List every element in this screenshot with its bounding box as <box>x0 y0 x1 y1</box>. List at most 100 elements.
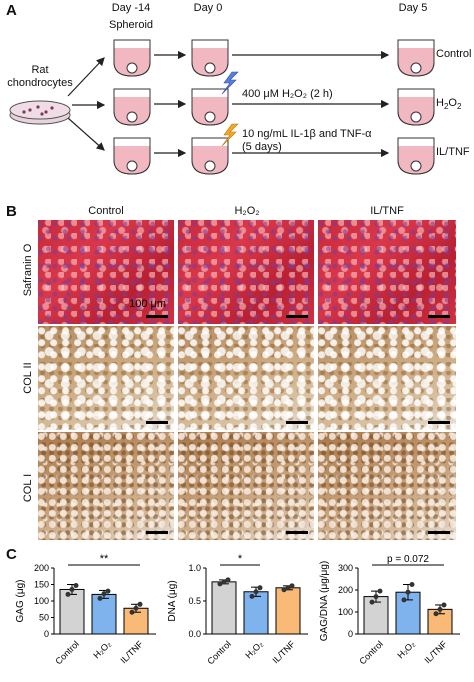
col-header-iltnf: IL/TNF <box>370 205 404 217</box>
spheroid-tube-icon <box>113 88 151 126</box>
data-point <box>437 606 443 612</box>
spheroid-label: Spheroid <box>108 19 154 31</box>
micrograph-col2-h2o2 <box>178 326 314 430</box>
panel-c-label: C <box>6 546 17 563</box>
x-tick-label: Control <box>357 639 385 667</box>
data-point <box>69 586 75 592</box>
data-point <box>257 585 263 591</box>
data-point <box>401 597 407 603</box>
lightning-blue-icon <box>221 71 239 95</box>
micrograph-col1-h2o2 <box>178 432 314 540</box>
significance-label: ** <box>100 553 109 565</box>
data-point <box>73 582 79 588</box>
data-point <box>65 591 71 597</box>
y-axis-label: GAG/DNA (μg/μg) <box>319 561 330 641</box>
day-5-label: Day 5 <box>398 2 428 14</box>
data-point <box>217 581 223 587</box>
data-point <box>129 609 135 615</box>
y-tick-label: 300 <box>338 563 353 573</box>
x-tick-label: H₂O₂ <box>91 639 113 661</box>
row-iltnf-label: IL/TNF <box>436 146 470 158</box>
bar <box>243 591 269 635</box>
micrograph-col2-iltnf <box>318 326 456 430</box>
x-tick-label: H₂O₂ <box>243 639 265 661</box>
spheroid-tube-icon <box>397 137 435 175</box>
scale-bar <box>428 315 450 318</box>
spheroid-tube-icon <box>397 39 435 77</box>
day-0-label: Day 0 <box>193 2 223 14</box>
row-h2o2-label: H2O2 <box>436 97 462 112</box>
col-header-control: Control <box>88 205 124 217</box>
spheroid-tube-icon <box>191 39 229 77</box>
scale-bar <box>428 531 450 534</box>
row-label-safranin: Safranin O <box>22 243 34 297</box>
y-tick-label: 0.0 <box>188 629 201 639</box>
data-point <box>105 588 111 594</box>
bar <box>363 596 389 635</box>
y-tick-label: 100 <box>338 607 353 617</box>
y-tick-label: 50 <box>39 613 49 623</box>
col-header-h2o2: H₂O₂ <box>234 205 260 217</box>
h2o2-treatment-label: 400 μM H₂O₂ (2 h) <box>242 88 333 100</box>
iltnf-treatment-line1: 10 ng/mL IL-1β and TNF-α <box>242 128 372 140</box>
y-tick-label: 200 <box>338 585 353 595</box>
scale-bar <box>428 421 450 424</box>
source-label-line2: chondrocytes <box>7 77 73 89</box>
x-tick-label: Control <box>53 639 81 667</box>
micrograph-col2-control <box>38 326 174 430</box>
y-tick-label: 0.5 <box>188 596 201 606</box>
data-point <box>433 611 439 617</box>
data-point <box>405 589 411 595</box>
data-point <box>285 585 291 591</box>
data-point <box>289 583 295 589</box>
day-minus14-label: Day -14 <box>111 2 151 14</box>
panel-a-label: A <box>6 2 17 19</box>
scale-bar <box>286 531 308 534</box>
data-point <box>221 579 227 585</box>
chart-dna: DNA (μg) 0.0 0.5 1.0 Control H₂O₂ IL/TNF * <box>167 553 308 666</box>
y-tick-label: 0 <box>348 629 353 639</box>
chart-gag-dna: GAG/DNA (μg/μg) 0 100 200 300 Control H₂O₂ IL/T… <box>319 554 460 667</box>
spheroid-tube-icon <box>397 88 435 126</box>
lightning-orange-icon <box>221 123 239 147</box>
row-control-label: Control <box>436 48 472 60</box>
data-point <box>369 599 375 605</box>
source-label-line1: Rat <box>31 64 49 76</box>
x-tick-label: H₂O₂ <box>395 639 417 661</box>
x-tick-label: IL/TNF <box>270 639 297 666</box>
scale-bar <box>146 315 168 318</box>
bar <box>91 593 117 635</box>
x-tick-label: IL/TNF <box>118 639 145 666</box>
micrograph-safranin-h2o2 <box>178 220 314 324</box>
data-point <box>137 601 143 607</box>
data-point <box>377 588 383 594</box>
scale-bar-label: 100 μm <box>129 298 166 310</box>
data-point <box>253 589 259 595</box>
bar <box>211 581 237 635</box>
micrograph-col1-iltnf <box>318 432 456 540</box>
spheroid-tube-icon <box>191 137 229 175</box>
y-tick-label: 100 <box>34 596 49 606</box>
micrograph-col1-control <box>38 432 174 540</box>
petri-dish-icon <box>9 100 71 125</box>
y-tick-label: 1.0 <box>188 563 201 573</box>
scale-bar <box>146 421 168 424</box>
panel-a-schematic <box>9 39 435 175</box>
significance-label: * <box>238 553 243 565</box>
data-point <box>101 591 107 597</box>
spheroid-tube-icon <box>191 88 229 126</box>
y-axis-label: GAG (μg) <box>15 580 26 623</box>
data-point <box>97 595 103 601</box>
data-point <box>281 587 287 593</box>
data-point <box>409 582 415 587</box>
data-point <box>441 602 447 608</box>
iltnf-treatment-line2: (5 days) <box>242 141 282 153</box>
data-point <box>373 594 379 600</box>
y-axis-label: DNA (μg) <box>167 580 178 621</box>
x-tick-label: IL/TNF <box>422 639 449 666</box>
scale-bar <box>146 531 168 534</box>
panel-b-label: B <box>6 203 17 220</box>
row-label-col2: COL II <box>22 362 34 394</box>
spheroid-tube-icon <box>113 39 151 77</box>
bar <box>275 587 301 635</box>
